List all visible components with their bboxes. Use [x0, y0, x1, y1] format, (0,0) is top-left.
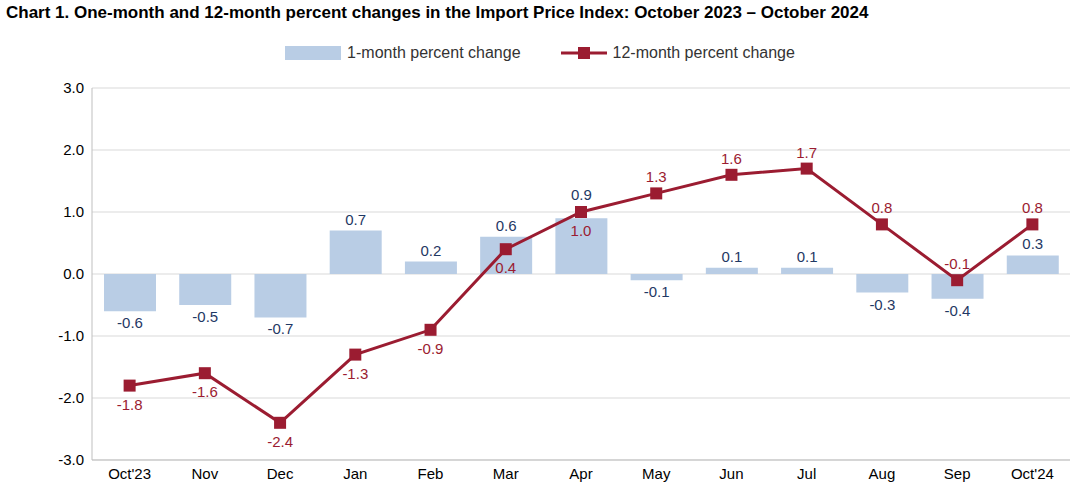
svg-text:-3.0: -3.0 — [58, 451, 84, 468]
svg-text:-0.9: -0.9 — [418, 340, 444, 357]
svg-text:1.7: 1.7 — [796, 144, 817, 161]
svg-text:1.0: 1.0 — [571, 222, 592, 239]
svg-text:1.6: 1.6 — [721, 150, 742, 167]
svg-text:0.7: 0.7 — [345, 211, 366, 228]
svg-text:0.3: 0.3 — [1022, 235, 1043, 252]
svg-text:0.2: 0.2 — [420, 242, 441, 259]
svg-text:0.1: 0.1 — [797, 248, 818, 265]
svg-text:-1.3: -1.3 — [342, 365, 368, 382]
svg-text:0.9: 0.9 — [571, 186, 592, 203]
svg-text:3.0: 3.0 — [63, 79, 84, 96]
svg-text:-0.1: -0.1 — [644, 283, 670, 300]
svg-text:0.1: 0.1 — [721, 248, 742, 265]
svg-text:Jun: Jun — [719, 465, 743, 482]
svg-text:Oct'23: Oct'23 — [108, 465, 151, 482]
html-text:1-month percent change: 1-month percent change — [347, 44, 521, 61]
svg-text:1.0: 1.0 — [63, 203, 84, 220]
svg-text:-0.7: -0.7 — [268, 320, 294, 337]
svg-text:-1.6: -1.6 — [192, 383, 218, 400]
svg-text:Aug: Aug — [869, 465, 896, 482]
svg-text:Mar: Mar — [493, 465, 519, 482]
html-text:12-month percent change: 12-month percent change — [612, 44, 795, 61]
svg-text:Feb: Feb — [418, 465, 444, 482]
svg-text:1.3: 1.3 — [646, 168, 667, 185]
svg-text:0.8: 0.8 — [1022, 199, 1043, 216]
svg-text:-1.8: -1.8 — [117, 396, 143, 413]
svg-text:2.0: 2.0 — [63, 141, 84, 158]
svg-text:Jan: Jan — [343, 465, 367, 482]
svg-text:May: May — [642, 465, 671, 482]
svg-text:-0.1: -0.1 — [944, 255, 970, 272]
svg-text:Nov: Nov — [192, 465, 219, 482]
svg-text:0.0: 0.0 — [63, 265, 84, 282]
svg-text:-0.5: -0.5 — [192, 308, 218, 325]
svg-text:0.8: 0.8 — [871, 199, 892, 216]
svg-text:Apr: Apr — [569, 465, 592, 482]
svg-text:-2.0: -2.0 — [58, 389, 84, 406]
svg-text:Dec: Dec — [267, 465, 294, 482]
svg-text:0.4: 0.4 — [495, 259, 516, 276]
svg-text:Sep: Sep — [944, 465, 971, 482]
svg-text:Jul: Jul — [797, 465, 816, 482]
svg-text:-0.4: -0.4 — [945, 302, 971, 319]
svg-text:-0.3: -0.3 — [869, 296, 895, 313]
svg-text:-2.4: -2.4 — [267, 433, 293, 450]
svg-text:0.6: 0.6 — [496, 217, 517, 234]
svg-text:-1.0: -1.0 — [58, 327, 84, 344]
html-text:Chart 1. One-month and 12-mont: Chart 1. One-month and 12-month percent … — [6, 3, 869, 22]
svg-text:-0.6: -0.6 — [117, 314, 143, 331]
svg-text:Oct'24: Oct'24 — [1011, 465, 1054, 482]
